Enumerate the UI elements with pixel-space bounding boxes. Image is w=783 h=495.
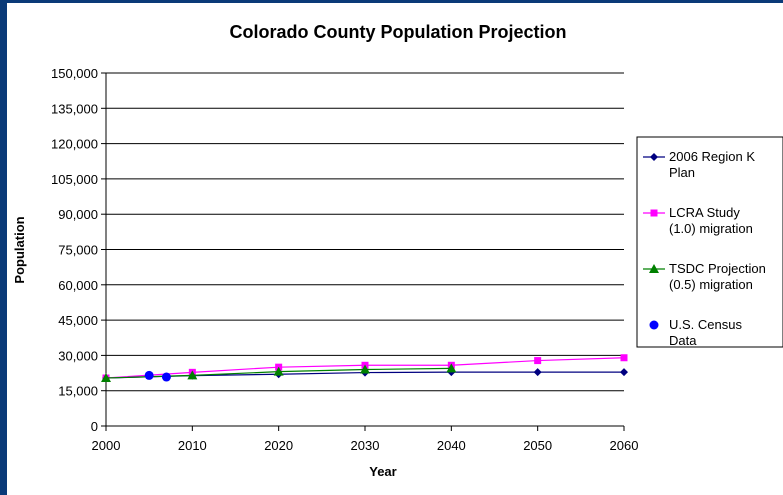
population-line-chart: Colorado County Population Projection 0 1… xyxy=(12,22,783,479)
y-tick-labels: 0 15,000 30,000 45,000 60,000 75,000 90,000 105… xyxy=(51,66,106,434)
y-gridlines xyxy=(106,72,624,392)
legend-marker xyxy=(650,209,658,217)
x-tick-label: 2000 xyxy=(92,438,121,453)
data-point xyxy=(620,354,628,362)
data-point xyxy=(533,368,542,377)
y-tick-label: 120,000 xyxy=(51,137,98,152)
legend-label: Plan xyxy=(669,165,695,180)
y-tick-label: 30,000 xyxy=(58,348,98,363)
y-tick-label: 45,000 xyxy=(58,313,98,328)
legend-marker xyxy=(650,153,658,161)
x-tick-label: 2060 xyxy=(610,438,639,453)
legend-label: Data xyxy=(669,333,697,348)
x-tick-labels: 2000 2010 2020 2030 2040 2050 2060 xyxy=(92,426,639,453)
legend-marker xyxy=(649,320,659,330)
y-axis-title: Population xyxy=(12,216,27,283)
data-point xyxy=(144,370,154,380)
y-tick-label: 105,000 xyxy=(51,172,98,187)
data-point xyxy=(101,372,111,382)
x-tick-label: 2020 xyxy=(264,438,293,453)
y-tick-label: 90,000 xyxy=(58,207,98,222)
legend-label: LCRA Study xyxy=(669,205,740,220)
x-tick-label: 2040 xyxy=(437,438,466,453)
legend-label: TSDC Projection xyxy=(669,261,766,276)
legend-item-1: LCRA Study(1.0) migration xyxy=(643,205,753,236)
x-tick-label: 2010 xyxy=(178,438,207,453)
data-point xyxy=(534,357,542,365)
y-tick-label: 135,000 xyxy=(51,101,98,116)
y-tick-label: 150,000 xyxy=(51,66,98,81)
legend-marker xyxy=(649,264,659,273)
x-tick-label: 2050 xyxy=(523,438,552,453)
data-point xyxy=(161,372,171,382)
data-point xyxy=(620,368,628,377)
x-tick-label: 2030 xyxy=(351,438,380,453)
y-tick-label: 75,000 xyxy=(58,243,98,258)
y-tick-label: 60,000 xyxy=(58,278,98,293)
series-3 xyxy=(144,370,171,382)
legend-label: (0.5) migration xyxy=(669,277,753,292)
legend-box xyxy=(636,136,783,348)
series-layer xyxy=(101,354,628,382)
chart-title: Colorado County Population Projection xyxy=(230,22,567,42)
data-point xyxy=(273,366,284,376)
legend-item-2: TSDC Projection(0.5) migration xyxy=(643,261,766,292)
data-point xyxy=(446,363,457,373)
legend-label: 2006 Region K xyxy=(669,149,755,164)
x-axis-title: Year xyxy=(369,464,396,479)
legend-label: (1.0) migration xyxy=(669,221,753,236)
data-point xyxy=(360,364,370,374)
y-tick-label: 0 xyxy=(91,419,98,434)
legend-label: U.S. Census xyxy=(669,317,742,332)
y-tick-label: 15,000 xyxy=(58,384,98,399)
chart-panel: Colorado County Population Projection 0 1… xyxy=(7,3,783,495)
data-point xyxy=(187,370,198,380)
